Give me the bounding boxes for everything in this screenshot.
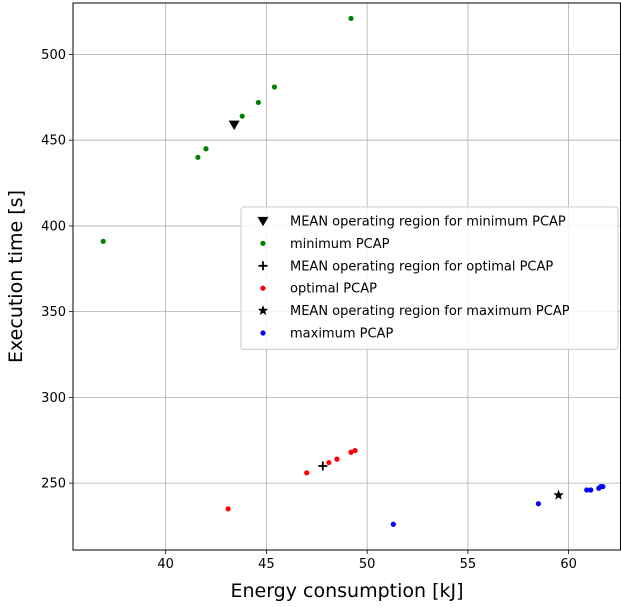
y-tick-label: 300: [41, 391, 66, 406]
legend-label: optimal PCAP: [290, 282, 377, 297]
legend-marker: [257, 305, 269, 316]
data-point: [390, 521, 396, 527]
axis-ticks: 40 45 50 55 60 250 300 350 400 450 500: [41, 48, 577, 572]
legend-label: MEAN operating region for minimum PCAP: [290, 215, 566, 230]
y-tick-label: 400: [41, 219, 66, 234]
data-point: [195, 154, 201, 160]
data-point: [100, 238, 106, 244]
y-tick-label: 350: [41, 305, 66, 320]
data-point: [584, 487, 590, 493]
data-point: [203, 146, 209, 152]
data-point: [348, 15, 354, 22]
y-tick-label: 500: [41, 48, 66, 63]
data-point: [304, 470, 310, 476]
data-point: [255, 99, 261, 106]
x-axis-label: Energy consumption [kJ]: [230, 580, 463, 602]
x-tick-label: 55: [460, 557, 477, 572]
y-tick-label: 250: [41, 477, 66, 492]
series-2: [318, 461, 328, 471]
data-point: [318, 461, 328, 471]
y-tick-label: 450: [41, 134, 66, 149]
series-4: [553, 489, 564, 500]
y-axis-label: Execution time [s]: [5, 190, 27, 363]
legend-marker: [258, 261, 268, 271]
data-point: [588, 487, 594, 493]
data-point: [334, 456, 340, 462]
legend-label: minimum PCAP: [290, 237, 390, 252]
x-tick-label: 50: [359, 557, 376, 572]
data-point: [352, 447, 358, 454]
legend-marker: [260, 285, 266, 291]
data-point: [535, 501, 541, 507]
series-1: [100, 15, 354, 244]
x-tick-label: 45: [258, 557, 275, 572]
data-point: [225, 506, 231, 512]
data-point: [348, 449, 354, 455]
series-3: [225, 447, 358, 512]
data-point: [239, 113, 245, 119]
legend-marker: [260, 240, 266, 246]
data-point: [326, 459, 332, 466]
legend-marker: [257, 216, 269, 227]
legend-label: maximum PCAP: [290, 327, 393, 342]
legend-marker: [260, 330, 266, 336]
legend: MEAN operating region for minimum PCAP mi…: [240, 206, 619, 350]
series-5: [390, 483, 606, 527]
series-0: [228, 120, 240, 130]
data-point: [553, 489, 564, 500]
x-tick-label: 60: [560, 557, 577, 572]
data-point: [271, 84, 278, 90]
data-point: [600, 483, 606, 490]
legend-label: MEAN operating region for maximum PCAP: [290, 304, 570, 319]
legend-label: MEAN operating region for optimal PCAP: [290, 259, 553, 274]
data-point: [228, 120, 240, 130]
x-tick-label: 40: [157, 557, 174, 572]
series-layer: [100, 15, 606, 527]
legend-box: [240, 206, 619, 350]
